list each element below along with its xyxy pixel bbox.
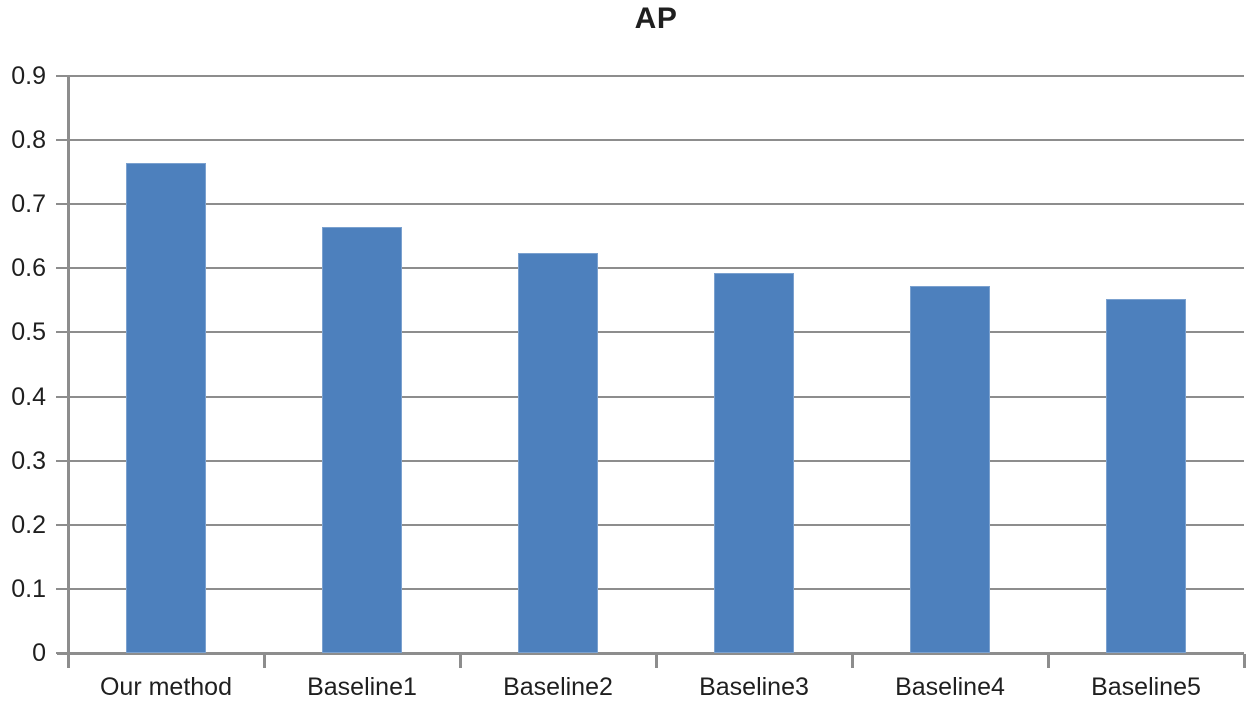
y-axis-tick (56, 331, 68, 334)
y-axis-tick (56, 459, 68, 462)
y-axis-label: 0.7 (11, 190, 46, 219)
x-axis-tick (1243, 654, 1246, 668)
y-axis-label: 0.2 (11, 510, 46, 539)
y-axis-label: 0 (32, 639, 46, 667)
x-axis-label: Baseline2 (503, 673, 613, 701)
chart-title: AP (634, 2, 678, 35)
y-axis-label: 0.1 (11, 574, 46, 603)
bar-baseline1 (322, 226, 402, 653)
y-axis-label: 0.6 (11, 254, 46, 283)
y-axis-tick (56, 75, 68, 77)
y-axis-line (67, 75, 70, 655)
bar-baseline5 (1106, 299, 1186, 653)
y-axis-label: 0.9 (11, 62, 46, 90)
y-axis-tick (56, 395, 68, 398)
x-axis-label: Baseline4 (895, 673, 1005, 701)
y-axis-tick (56, 203, 68, 206)
bar-our-method (126, 162, 206, 653)
y-axis-label: 0.4 (11, 382, 46, 411)
gridline (68, 139, 1244, 142)
gridline (68, 395, 1244, 398)
y-axis-label: 0.8 (11, 126, 46, 155)
gridline (68, 587, 1244, 590)
x-axis-label: Baseline3 (699, 673, 809, 701)
bar-baseline3 (714, 272, 794, 653)
x-axis-tick (851, 654, 854, 668)
y-axis-tick (56, 587, 68, 590)
gridline (68, 203, 1244, 206)
y-axis-tick (56, 267, 68, 270)
gridline (68, 75, 1244, 77)
x-axis-tick (459, 654, 462, 668)
gridline (68, 523, 1244, 526)
bar-baseline4 (910, 285, 990, 653)
x-axis-label: Our method (99, 673, 232, 701)
x-axis-label: Baseline5 (1091, 673, 1201, 701)
y-axis-label: 0.5 (11, 318, 46, 347)
gridline (68, 459, 1244, 462)
gridline (68, 267, 1244, 270)
x-axis-tick (263, 654, 266, 668)
x-axis-line (57, 652, 1244, 655)
gridline (68, 331, 1244, 334)
x-axis-tick (655, 654, 658, 668)
y-axis-label: 0.3 (11, 446, 46, 475)
y-axis-tick (56, 139, 68, 142)
x-axis-label: Baseline1 (307, 673, 417, 701)
y-axis-tick (56, 523, 68, 526)
bar-baseline2 (518, 252, 598, 653)
x-axis-tick (67, 654, 70, 668)
x-axis-tick (1047, 654, 1050, 668)
